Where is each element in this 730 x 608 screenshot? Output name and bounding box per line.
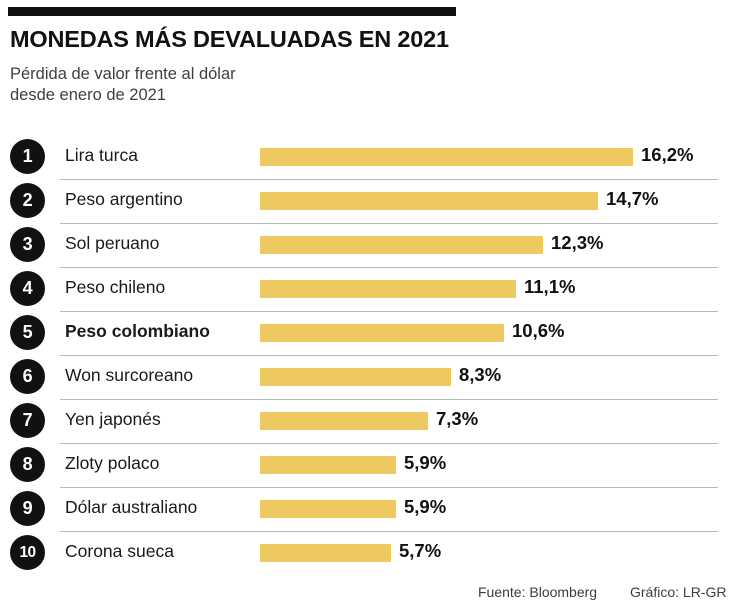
rank-badge: 8 bbox=[10, 447, 45, 482]
bar bbox=[260, 324, 504, 342]
rank-badge: 5 bbox=[10, 315, 45, 350]
value-label: 5,7% bbox=[399, 540, 442, 561]
currency-label: Zloty polaco bbox=[65, 453, 160, 473]
bar-track bbox=[260, 192, 598, 210]
bar bbox=[260, 280, 516, 298]
value-label: 16,2% bbox=[641, 144, 694, 165]
bar-track bbox=[260, 412, 428, 430]
table-row: 9 Dólar australiano 5,9% bbox=[0, 487, 730, 531]
rank-badge: 9 bbox=[10, 491, 45, 526]
bar-track bbox=[260, 368, 451, 386]
table-row: 3 Sol peruano 12,3% bbox=[0, 223, 730, 267]
row-separator bbox=[60, 399, 718, 400]
row-separator bbox=[60, 487, 718, 488]
currency-label: Peso chileno bbox=[65, 277, 166, 297]
bar-track bbox=[260, 500, 396, 518]
bar bbox=[260, 412, 428, 430]
bar-chart-rows: 1 Lira turca 16,2% 2 Peso argentino 14,7% 3 Sol… bbox=[0, 135, 730, 575]
currency-label: Won surcoreano bbox=[65, 365, 194, 385]
row-separator bbox=[60, 179, 718, 180]
rank-badge: 3 bbox=[10, 227, 45, 262]
table-row: 7 Yen japonés 7,3% bbox=[0, 399, 730, 443]
top-rule-decoration bbox=[8, 7, 456, 16]
currency-label: Yen japonés bbox=[65, 409, 161, 429]
bar-track bbox=[260, 324, 504, 342]
bar bbox=[260, 192, 598, 210]
bar-track bbox=[260, 544, 391, 562]
value-label: 12,3% bbox=[551, 232, 604, 253]
bar-track bbox=[260, 148, 633, 166]
source-note: Fuente: Bloomberg bbox=[478, 584, 598, 600]
table-row: 2 Peso argentino 14,7% bbox=[0, 179, 730, 223]
bar-track bbox=[260, 236, 543, 254]
currency-label: Peso argentino bbox=[65, 189, 183, 209]
table-row: 4 Peso chileno 11,1% bbox=[0, 267, 730, 311]
table-row: 6 Won surcoreano 8,3% bbox=[0, 355, 730, 399]
currency-label: Peso colombiano bbox=[65, 321, 210, 341]
rank-badge: 10 bbox=[10, 535, 45, 570]
row-separator bbox=[60, 223, 718, 224]
row-separator bbox=[60, 311, 718, 312]
currency-label: Corona sueca bbox=[65, 541, 174, 561]
rank-badge: 7 bbox=[10, 403, 45, 438]
bar bbox=[260, 368, 451, 386]
rank-badge: 4 bbox=[10, 271, 45, 306]
table-row: 1 Lira turca 16,2% bbox=[0, 135, 730, 179]
row-separator bbox=[60, 267, 718, 268]
value-label: 8,3% bbox=[459, 364, 502, 385]
table-row: 5 Peso colombiano 10,6% bbox=[0, 311, 730, 355]
bar bbox=[260, 500, 396, 518]
bar-track bbox=[260, 456, 396, 474]
value-label: 7,3% bbox=[436, 408, 479, 429]
currency-label: Lira turca bbox=[65, 145, 138, 165]
row-separator bbox=[60, 531, 718, 532]
bar bbox=[260, 544, 391, 562]
rank-badge: 2 bbox=[10, 183, 45, 218]
row-separator bbox=[60, 443, 718, 444]
subtitle-line-1: Pérdida de valor frente al dólar bbox=[10, 65, 236, 83]
value-label: 11,1% bbox=[524, 276, 576, 297]
bar bbox=[260, 236, 543, 254]
bar-track bbox=[260, 280, 516, 298]
value-label: 5,9% bbox=[404, 452, 447, 473]
value-label: 14,7% bbox=[606, 188, 659, 209]
table-row: 8 Zloty polaco 5,9% bbox=[0, 443, 730, 487]
value-label: 10,6% bbox=[512, 320, 565, 341]
rank-badge: 1 bbox=[10, 139, 45, 174]
credit-note: Gráfico: LR-GR bbox=[630, 584, 727, 600]
footer: Fuente: Bloomberg Gráfico: LR-GR bbox=[0, 582, 730, 608]
bar bbox=[260, 456, 396, 474]
currency-label: Dólar australiano bbox=[65, 497, 198, 517]
page-title: MONEDAS MÁS DEVALUADAS EN 2021 bbox=[10, 26, 449, 52]
table-row: 10 Corona sueca 5,7% bbox=[0, 531, 730, 575]
subtitle-line-2: desde enero de 2021 bbox=[10, 86, 166, 104]
value-label: 5,9% bbox=[404, 496, 447, 517]
rank-badge: 6 bbox=[10, 359, 45, 394]
row-separator bbox=[60, 355, 718, 356]
page-subtitle: Pérdida de valor frente al dólar desde e… bbox=[10, 64, 236, 106]
currency-label: Sol peruano bbox=[65, 233, 160, 253]
bar bbox=[260, 148, 633, 166]
